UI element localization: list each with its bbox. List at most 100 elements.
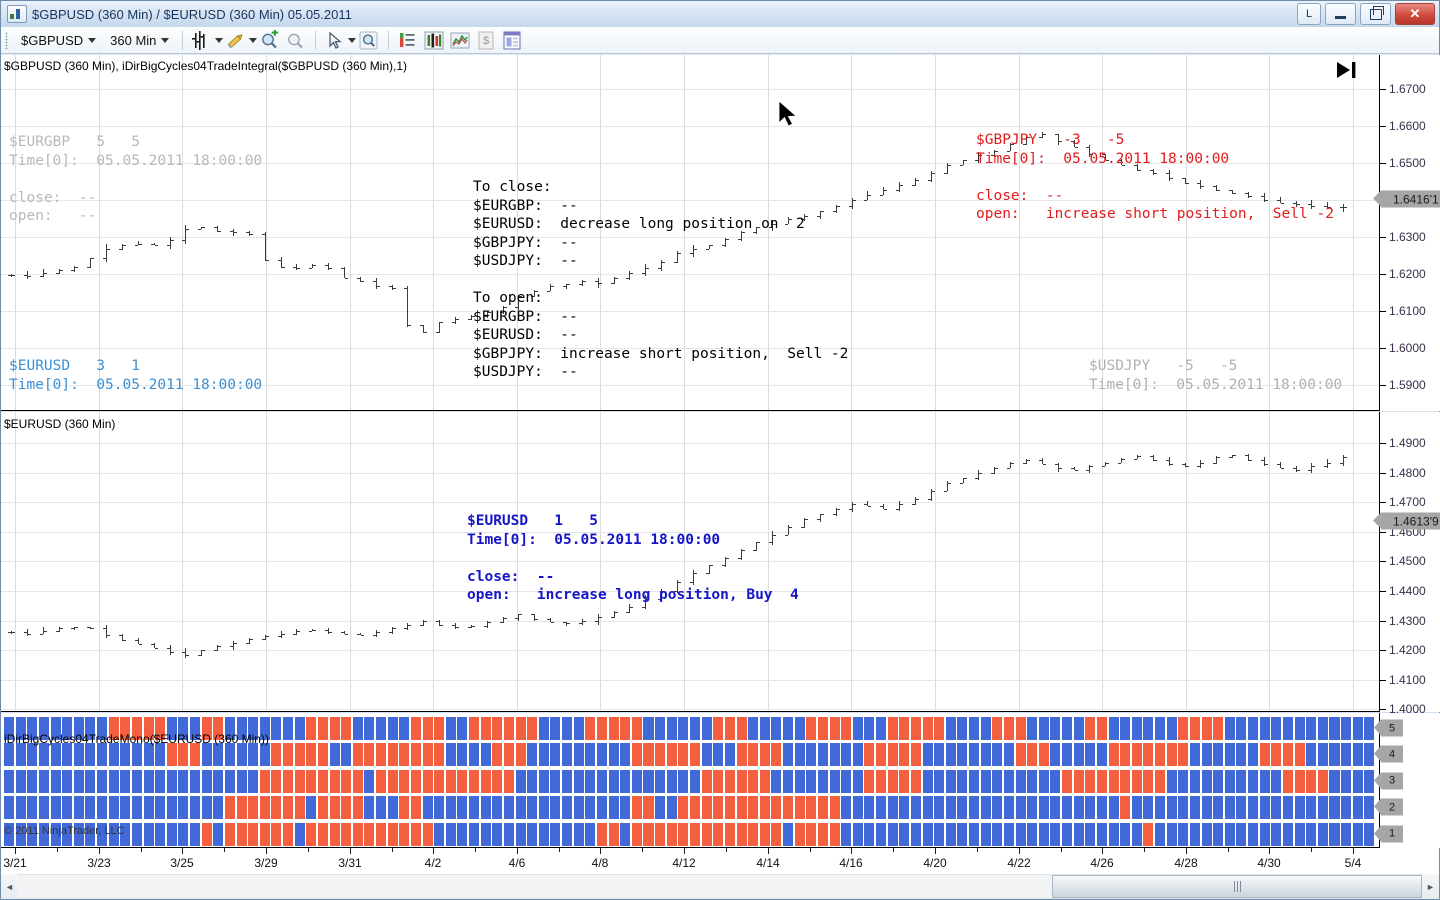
indicator-cell — [1178, 796, 1189, 820]
indicator-cell — [469, 796, 480, 820]
indicator-cell — [1120, 822, 1131, 846]
indicator-cell — [62, 743, 73, 767]
indicator-cell — [759, 717, 770, 740]
scroll-thumb[interactable] — [1052, 875, 1422, 898]
indicator-cell — [178, 769, 189, 793]
indicator-cell — [1352, 717, 1363, 740]
indicator-cell — [666, 717, 677, 740]
indicator-cell — [922, 743, 933, 767]
ohlc-close-tick — [789, 526, 792, 528]
ohlc-open-tick — [262, 638, 265, 640]
ohlc-open-tick — [468, 627, 471, 629]
magnifier-icon[interactable] — [358, 30, 380, 51]
interval-selector[interactable]: 360 Min — [103, 30, 176, 51]
indicator-cell — [143, 796, 154, 820]
top-chart-pane[interactable]: $GBPUSD (360 Min), iDirBigCycles04TradeI… — [1, 55, 1379, 448]
indicator-cell — [1015, 796, 1026, 820]
indicator-cell — [38, 743, 49, 767]
price-tick-label: 1.4100 — [1389, 672, 1426, 687]
indicator-cell — [422, 717, 433, 740]
properties-icon[interactable] — [501, 30, 523, 51]
indicator-cell — [1189, 796, 1200, 820]
ohlc-close-tick — [107, 634, 110, 636]
ohlc-open-tick — [1007, 467, 1010, 469]
scroll-left-arrow-icon[interactable]: ◄ — [5, 881, 14, 892]
strategies-icon[interactable] — [423, 30, 445, 51]
ohlc-bar — [59, 627, 60, 632]
indicator-cell — [1003, 796, 1014, 820]
ohlc-open-tick — [1055, 134, 1058, 136]
minimize-button[interactable] — [1325, 3, 1356, 25]
ohlc-open-tick — [1340, 462, 1343, 464]
ohlc-open-tick — [864, 503, 867, 505]
indicator-cell — [376, 769, 387, 793]
indicator-cell — [934, 822, 945, 846]
top-price-axis[interactable]: 1.67001.66001.65001.64001.63001.62001.61… — [1373, 55, 1440, 411]
indicator-cell — [1155, 769, 1166, 793]
indicator-cell — [352, 822, 363, 846]
ohlc-close-tick — [218, 230, 221, 232]
ohlc-close-tick — [60, 628, 63, 630]
chevron-down-icon[interactable] — [249, 37, 258, 43]
close-button[interactable]: ✕ — [1395, 3, 1435, 25]
date-axis[interactable]: 3/21 3/23 3/25 3/29 3/31 4/2 4/6 4/8 4/12 4/14 4/1… — [1, 848, 1439, 875]
indicator-cell — [50, 717, 61, 740]
draw-pencil-icon[interactable] — [225, 30, 247, 51]
play-to-end-icon[interactable] — [1337, 61, 1361, 84]
scroll-right-arrow-icon[interactable]: ► — [1426, 881, 1435, 892]
pointer-icon[interactable] — [324, 30, 346, 51]
indicator-cell — [620, 769, 631, 793]
layout-button[interactable]: L — [1297, 3, 1321, 25]
bar-type-icon[interactable] — [191, 30, 213, 51]
ohlc-bar — [27, 629, 28, 636]
order-entry-icon[interactable]: $ — [475, 30, 497, 51]
ohlc-open-tick — [1071, 467, 1074, 469]
price-tick — [1380, 679, 1386, 681]
date-minor-tick — [977, 848, 978, 852]
ohlc-close-tick — [1233, 454, 1236, 456]
horizontal-scrollbar[interactable]: ◄ ► — [1, 874, 1439, 899]
ohlc-bar — [170, 644, 171, 655]
indicator-cell — [271, 769, 282, 793]
indicator-cell — [1224, 796, 1235, 820]
mid-price-axis[interactable]: 1.4900 1.4800 1.4700 1.4600 1.4500 1.4400 1.43… — [1373, 412, 1440, 716]
ohlc-close-tick — [932, 173, 935, 175]
indicator-cell — [701, 743, 712, 767]
toolbar-separator — [182, 30, 184, 50]
indicator-cell — [317, 717, 328, 740]
ohlc-open-tick — [468, 318, 471, 320]
restore-button[interactable] — [1360, 3, 1391, 25]
date-tick — [1019, 848, 1020, 854]
zoom-out-icon[interactable] — [285, 30, 307, 51]
indicator-cell — [15, 717, 26, 740]
indicator-cell — [713, 769, 724, 793]
indicator-cell — [910, 769, 921, 793]
indicators-icon[interactable] — [397, 30, 419, 51]
indicator-row-axis[interactable]: 5 4 3 2 1 — [1374, 713, 1440, 848]
ohlc-open-tick — [389, 632, 392, 634]
mid-chart-pane[interactable]: $EURUSD (360 Min) $EURUSD 1 5 Time[0]: 0… — [1, 412, 1379, 712]
ohlc-open-tick — [801, 526, 804, 528]
ohlc-bar — [503, 616, 504, 624]
date-tick — [1269, 848, 1270, 854]
ohlc-close-tick — [266, 259, 269, 261]
ohlc-open-tick — [1245, 454, 1248, 456]
chevron-down-icon[interactable] — [348, 37, 357, 43]
indicator-cell — [259, 796, 270, 820]
ohlc-close-tick — [1217, 189, 1220, 191]
scroll-track[interactable] — [18, 874, 1422, 899]
ohlc-bar — [423, 324, 424, 334]
chevron-down-icon[interactable] — [215, 37, 224, 43]
ohlc-open-tick — [40, 276, 43, 278]
indicator-cell — [306, 717, 317, 740]
indicator-cell — [1003, 769, 1014, 793]
ohlc-bar — [518, 613, 519, 621]
indicator-pane[interactable]: iDirBigCycles04TradeMono($EURUSD (360 Mi… — [1, 713, 1379, 848]
ohlc-close-tick — [567, 623, 570, 625]
chart-style-icon[interactable] — [449, 30, 471, 51]
instrument-selector[interactable]: $GBPUSD — [14, 30, 103, 51]
ohlc-open-tick — [833, 210, 836, 212]
ohlc-bar — [1010, 462, 1011, 469]
toolbar-grip[interactable] — [5, 31, 8, 49]
zoom-in-icon[interactable] — [259, 29, 281, 51]
